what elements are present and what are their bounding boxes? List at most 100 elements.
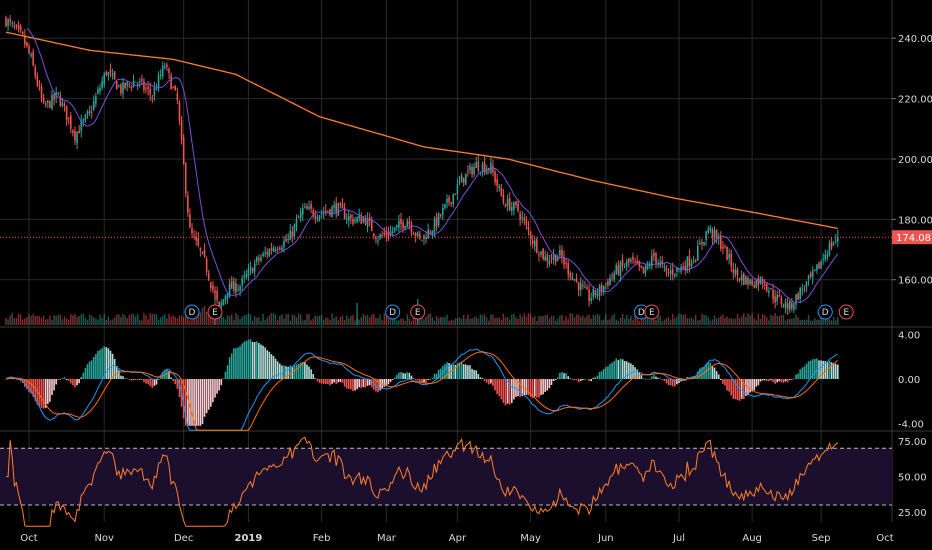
- volume-bar: [603, 319, 605, 325]
- candle-body: [138, 80, 141, 82]
- macd-histogram-bar: [281, 365, 283, 379]
- macd-histogram-bar: [396, 375, 398, 379]
- candle-body: [561, 249, 563, 258]
- volume-bar: [653, 316, 655, 325]
- candle-body: [24, 35, 26, 45]
- candle-body: [577, 282, 580, 291]
- candle-body: [297, 217, 300, 219]
- macd-histogram-bar: [34, 379, 37, 401]
- macd-histogram-bar: [423, 379, 425, 383]
- volume-bar: [486, 317, 488, 325]
- macd-histogram-bar: [235, 348, 237, 379]
- candle-body: [506, 198, 509, 206]
- candle-body: [366, 218, 369, 228]
- volume-bar: [818, 319, 820, 325]
- macd-histogram-bar: [661, 379, 664, 380]
- macd-histogram-bar: [358, 379, 361, 388]
- volume-bar: [231, 314, 233, 325]
- candle-body: [765, 284, 768, 291]
- volume-bar: [544, 315, 546, 325]
- macd-histogram-bar: [360, 379, 363, 389]
- macd-histogram-bar: [676, 379, 678, 385]
- macd-histogram-bar: [218, 379, 220, 391]
- candle-body: [113, 71, 116, 80]
- macd-histogram-bar: [837, 364, 839, 379]
- candle-body: [180, 119, 183, 140]
- candle-body: [517, 203, 519, 211]
- macd-histogram-bar: [448, 363, 450, 379]
- macd-histogram-bar: [832, 363, 835, 379]
- volume-bar: [95, 318, 97, 325]
- volume-bar: [396, 320, 398, 325]
- volume-bar: [619, 317, 622, 325]
- macd-histogram-bar: [299, 362, 302, 379]
- candle-body: [34, 66, 37, 77]
- volume-bar: [630, 315, 632, 325]
- volume-bar: [40, 318, 43, 325]
- macd-histogram-bar: [147, 379, 149, 385]
- macd-histogram-bar: [216, 379, 218, 394]
- macd-histogram-bar: [636, 369, 638, 379]
- candle-body: [751, 279, 753, 286]
- volume-bar: [162, 315, 164, 325]
- candle-body: [370, 219, 373, 232]
- candle-body: [212, 285, 214, 290]
- x-tick-label: Apr: [449, 533, 467, 544]
- volume-bar: [481, 315, 484, 325]
- volume-bar: [339, 316, 342, 325]
- candle-body: [586, 287, 588, 290]
- candle-body: [816, 264, 818, 271]
- candle-body: [757, 278, 760, 285]
- candle-body: [285, 238, 287, 242]
- moving-averages: [0, 27, 892, 304]
- candle-body: [745, 276, 747, 285]
- volume-bar: [256, 317, 258, 325]
- candle-body: [592, 289, 595, 297]
- macd-histogram-bar: [205, 379, 208, 414]
- candle-body: [291, 231, 294, 237]
- macd-histogram-bar: [822, 360, 824, 379]
- macd-histogram-bar: [487, 379, 490, 385]
- macd-histogram-bar: [143, 379, 145, 383]
- volume-bar: [28, 314, 30, 325]
- volume-bar: [663, 319, 666, 325]
- candle-body: [663, 266, 666, 268]
- macd-histogram-bar: [544, 379, 547, 392]
- candle-body: [72, 130, 74, 133]
- candle-body: [19, 26, 22, 31]
- candle-body: [797, 293, 799, 300]
- candle-body: [122, 82, 124, 94]
- macd-histogram-bar: [120, 375, 122, 379]
- candle-body: [314, 215, 317, 219]
- candle-body: [287, 238, 289, 241]
- macd-histogram-bar: [816, 358, 818, 379]
- candle-body: [205, 259, 208, 273]
- volume-bar: [310, 320, 312, 325]
- candle-body: [318, 215, 321, 220]
- macd-histogram-bar: [404, 373, 406, 379]
- macd-histogram-bar: [103, 346, 106, 379]
- candle-body: [552, 254, 555, 260]
- macd-histogram-bar: [490, 379, 492, 384]
- volume-bar: [245, 314, 248, 325]
- volume-bar: [172, 315, 174, 325]
- macd-histogram-bar: [594, 377, 597, 379]
- candle-body: [189, 214, 191, 228]
- volume-bar: [761, 313, 764, 325]
- macd-histogram-bar: [722, 379, 724, 384]
- candle-body: [354, 219, 356, 221]
- event-marker-label: E: [843, 308, 849, 318]
- candle-body: [709, 227, 712, 231]
- volume-bar: [270, 313, 273, 325]
- volume-bar: [720, 315, 722, 325]
- candle-body: [320, 213, 323, 215]
- candle-body: [705, 231, 707, 240]
- macd-histogram-bar: [809, 360, 812, 379]
- macd-histogram-bar: [157, 379, 160, 380]
- candle-body: [684, 265, 687, 271]
- volume-bar: [814, 318, 816, 325]
- macd-histogram-bar: [621, 359, 624, 379]
- macd-histogram-bar: [189, 379, 191, 426]
